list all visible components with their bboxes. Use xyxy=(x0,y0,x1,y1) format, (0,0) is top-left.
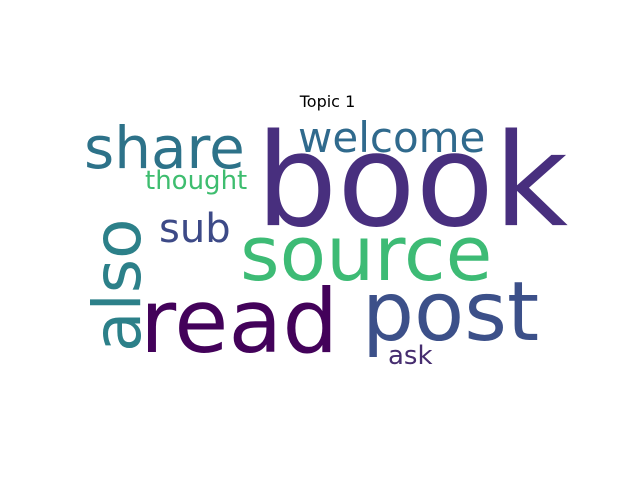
chart-title: Topic 1 xyxy=(299,92,356,111)
word-book: book xyxy=(256,107,568,256)
word-also: also xyxy=(79,218,156,352)
word-thought: thought xyxy=(145,166,247,196)
word-share: share xyxy=(84,114,245,182)
word-read: read xyxy=(140,270,338,373)
word-welcome: welcome xyxy=(298,113,485,162)
word-source: source xyxy=(240,209,492,298)
word-post: post xyxy=(362,265,539,360)
word-sub: sub xyxy=(159,206,231,252)
word-ask: ask xyxy=(388,341,433,371)
